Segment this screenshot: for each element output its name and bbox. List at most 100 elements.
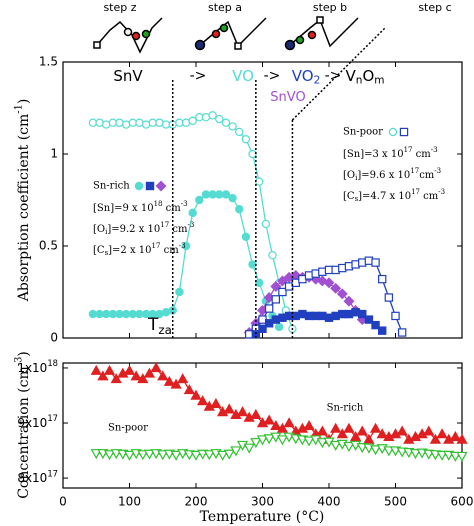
marker xyxy=(358,309,367,319)
marker xyxy=(270,419,282,430)
marker xyxy=(369,422,382,433)
marker xyxy=(316,438,328,449)
marker xyxy=(90,364,102,375)
marker xyxy=(235,127,244,137)
marker xyxy=(270,281,282,292)
marker xyxy=(163,375,176,386)
marker xyxy=(371,258,380,267)
marker xyxy=(215,114,224,124)
step-label: step b xyxy=(313,1,347,14)
marker xyxy=(384,293,394,302)
legend-line: [Oi]=9.2 x 1017 cm-3 xyxy=(93,221,194,236)
marker xyxy=(316,425,328,436)
legend-symbol xyxy=(399,127,409,137)
marker xyxy=(254,177,264,186)
marker xyxy=(110,373,122,384)
marker xyxy=(223,449,235,460)
marker xyxy=(143,367,156,378)
x-tick-label: 600 xyxy=(451,495,474,509)
marker xyxy=(228,193,237,203)
marker xyxy=(283,417,295,428)
marker xyxy=(195,195,204,205)
legend-title: Sn-rich xyxy=(93,181,130,192)
legend-symbol xyxy=(388,127,398,137)
y-tick-label: 1.5 xyxy=(39,55,58,69)
marker xyxy=(303,419,315,430)
marker xyxy=(277,275,288,287)
marker xyxy=(391,311,400,321)
marker xyxy=(241,232,251,241)
y-axis-label: Absorption coefficient (cm-1) xyxy=(13,99,32,303)
marker xyxy=(90,449,102,460)
marker xyxy=(228,122,237,131)
marker xyxy=(396,425,408,436)
x-axis-label: Temperature (°C) xyxy=(200,509,325,525)
marker xyxy=(330,422,342,433)
marker xyxy=(223,403,235,414)
marker xyxy=(250,408,262,419)
marker xyxy=(177,373,189,384)
annotation: Sn-rich xyxy=(327,403,364,414)
legend-line: [Sn]=9 x 1018 cm-3 xyxy=(93,200,188,214)
y-axis-label: Concentration (cm-3) xyxy=(13,351,32,499)
marker xyxy=(336,428,348,439)
marker xyxy=(236,406,249,417)
marker xyxy=(123,450,136,461)
marker xyxy=(261,219,271,229)
marker xyxy=(343,422,355,433)
marker xyxy=(371,320,380,330)
marker xyxy=(268,250,277,260)
marker xyxy=(349,430,362,441)
marker xyxy=(137,373,149,384)
marker xyxy=(369,445,382,456)
transition-line xyxy=(291,27,386,121)
marker xyxy=(449,451,461,462)
y-tick-label: 9x1017 xyxy=(17,413,58,430)
marker xyxy=(248,149,257,159)
marker xyxy=(203,450,215,461)
marker xyxy=(316,275,328,287)
step-label: step z xyxy=(103,1,136,14)
marker xyxy=(356,425,368,436)
marker xyxy=(248,260,257,269)
marker xyxy=(97,370,109,381)
marker xyxy=(423,425,435,436)
marker xyxy=(330,282,342,294)
marker xyxy=(364,315,374,324)
y-tick-label: 1x1018 xyxy=(17,358,58,375)
marker xyxy=(230,446,242,457)
legend-symbol xyxy=(134,181,144,191)
marker xyxy=(241,135,251,144)
marker xyxy=(221,118,231,127)
marker xyxy=(103,364,116,375)
legend-line: [Cs]=4.7 x 1017 cm-3 xyxy=(343,188,445,203)
marker xyxy=(456,433,468,444)
x-tick-label: 500 xyxy=(384,495,407,509)
marker xyxy=(363,433,375,444)
y-tick-label: 0 xyxy=(50,331,58,345)
annotation: SnV xyxy=(113,67,143,85)
legend-line: [Sn]=3 x 1017 cm-3 xyxy=(343,146,438,160)
annotation: Tza xyxy=(147,315,172,337)
marker xyxy=(103,450,116,461)
legend-line: [Cs]=2 x 1017 cm-3 xyxy=(93,242,186,257)
marker xyxy=(254,278,264,287)
marker xyxy=(303,436,315,447)
marker xyxy=(157,370,169,381)
legend-symbol xyxy=(155,180,167,192)
marker xyxy=(276,435,289,446)
step-label: step c xyxy=(418,1,451,14)
marker xyxy=(323,277,335,289)
y-tick-label: 8x1017 xyxy=(17,468,58,485)
legend-title: Sn-poor xyxy=(343,127,383,138)
marker xyxy=(436,450,448,461)
legend-symbol xyxy=(145,181,155,191)
marker xyxy=(157,450,169,461)
x-tick-label: 100 xyxy=(118,495,141,509)
marker xyxy=(449,430,461,441)
annotation: VnOm xyxy=(346,67,385,87)
marker xyxy=(263,414,275,425)
x-tick-label: 300 xyxy=(251,495,274,509)
